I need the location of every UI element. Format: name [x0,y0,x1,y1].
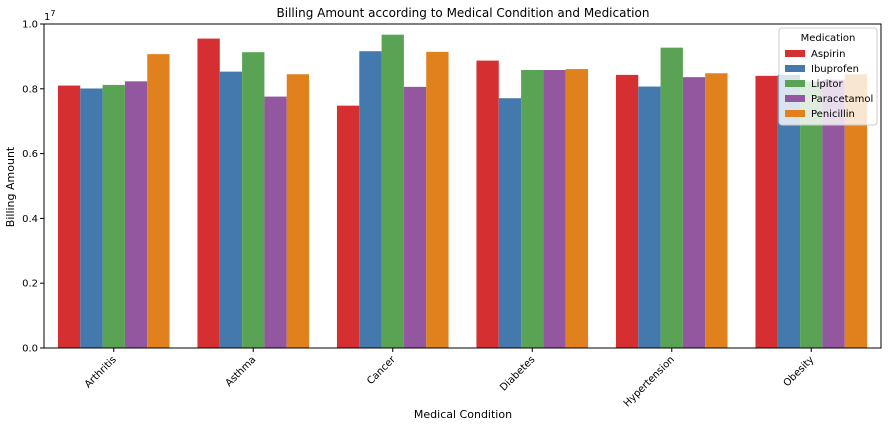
x-tick-label: Diabetes [498,354,537,393]
bar-ibuprofen-diabetes [498,98,522,348]
legend-swatch [785,50,805,57]
x-tick-label: Asthma [224,354,259,389]
bar-aspirin-asthma [197,38,220,348]
bar-paracetamol-asthma [264,96,287,349]
y-tick-label: 0.8 [22,84,38,95]
bar-lipitor-cancer [381,34,404,348]
x-tick-label: Obesity [782,354,817,389]
bar-aspirin-arthritis [57,85,81,348]
bar-aspirin-hypertension [615,74,639,349]
bar-lipitor-diabetes [521,70,544,349]
y-tick-label: 1.0 [22,20,38,31]
bar-ibuprofen-asthma [219,71,243,349]
legend-swatch [785,65,805,72]
legend-item: Penicillin [811,109,855,120]
y-axis: 0.0 0.2 0.4 0.6 0.8 1.0 [22,20,44,355]
bar-ibuprofen-hypertension [638,86,661,349]
y-tick-label: 0.0 [22,344,38,355]
bar-penicillin-diabetes [565,69,589,348]
legend-swatch [785,110,805,117]
x-tick-label: Hypertension [622,354,677,409]
bar-penicillin-hypertension [705,73,728,349]
x-tick-label: Arthritis [83,354,119,390]
y-tick-label: 0.4 [22,214,38,225]
x-axis: Arthritis Asthma Cancer Diabetes Hypertensio… [83,348,817,409]
x-tick-label: Cancer [365,354,398,387]
bar-paracetamol-diabetes [543,70,566,349]
bar-paracetamol-cancer [403,86,427,348]
bars [57,34,868,349]
legend-swatch [785,80,805,87]
bar-ibuprofen-cancer [359,51,382,348]
bar-penicillin-cancer [426,51,449,348]
bar-penicillin-arthritis [147,54,170,349]
legend-item: Aspirin [811,49,845,60]
bar-aspirin-diabetes [476,60,499,348]
plot-frame [43,23,882,349]
legend-item: Ibuprofen [811,64,859,75]
bar-paracetamol-obesity [822,79,845,348]
bar-aspirin-cancer [336,105,360,348]
bar-lipitor-arthritis [102,84,125,349]
bar-ibuprofen-obesity [777,74,801,349]
bar-penicillin-obesity [844,74,868,348]
legend-swatch [785,95,805,102]
legend-item: Paracetamol [811,94,873,105]
bar-lipitor-asthma [242,52,265,349]
y-offset-label: 17 [44,9,55,23]
bar-ibuprofen-arthritis [80,88,103,348]
y-tick-label: 0.2 [22,279,38,290]
bar-paracetamol-hypertension [682,77,706,349]
legend-title: Medication [801,33,856,44]
y-tick-label: 0.6 [22,149,38,160]
y-axis-label: Billing Amount [4,146,17,227]
bar-penicillin-asthma [286,74,310,348]
legend-item: Lipitor [811,79,844,90]
x-axis-label: Medical Condition [414,408,512,421]
bar-lipitor-hypertension [660,47,683,348]
bar-lipitor-obesity [800,81,823,349]
bar-paracetamol-arthritis [124,81,148,349]
bar-aspirin-obesity [755,75,778,348]
chart-title: Billing Amount according to Medical Cond… [277,6,650,20]
legend: Medication Aspirin Ibuprofen Lipitor Paracet… [778,27,878,126]
